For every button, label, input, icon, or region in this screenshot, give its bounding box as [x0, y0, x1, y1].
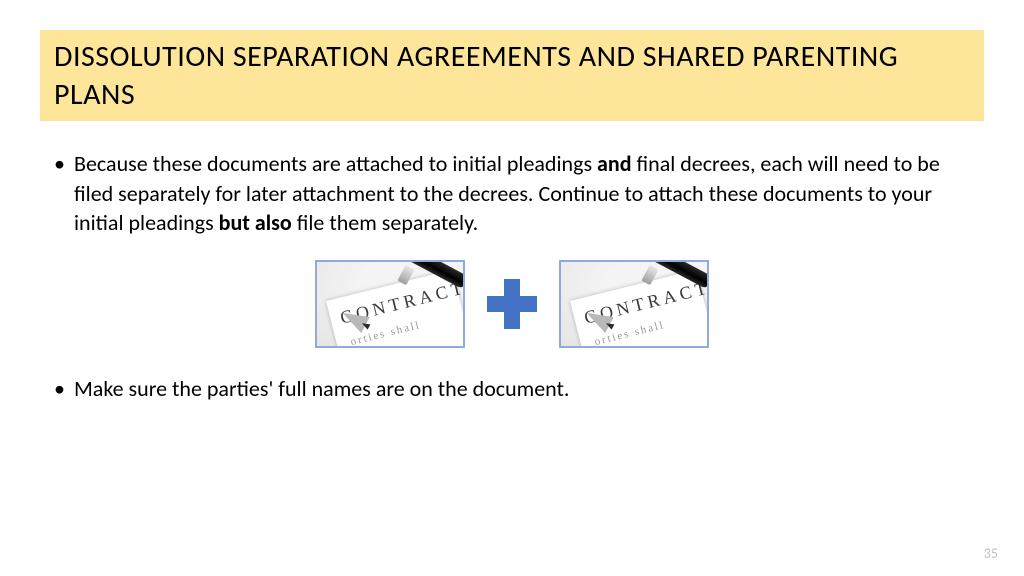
- plus-v: [504, 279, 520, 329]
- slide-body: Because these documents are attached to …: [40, 121, 984, 404]
- text-segment: and: [597, 150, 631, 177]
- text-segment: but also: [219, 209, 292, 236]
- bullet-list: Because these documents are attached to …: [48, 149, 976, 238]
- text-segment: file them separately.: [292, 209, 478, 236]
- bullet-item: Make sure the parties' full names are on…: [48, 374, 976, 404]
- plus-icon: [487, 279, 537, 329]
- contract-image-left: CONTRACT orties shall: [315, 260, 465, 348]
- bullet-list-2: Make sure the parties' full names are on…: [48, 374, 976, 404]
- page-number: 35: [984, 545, 998, 562]
- slide: DISSOLUTION SEPARATION AGREEMENTS AND SH…: [0, 0, 1024, 576]
- contract-image-right: CONTRACT orties shall: [559, 260, 709, 348]
- image-row: CONTRACT orties shall CONTRACT orties sh…: [48, 260, 976, 348]
- slide-title: DISSOLUTION SEPARATION AGREEMENTS AND SH…: [54, 38, 970, 113]
- bullet-item: Because these documents are attached to …: [48, 149, 976, 238]
- text-segment: Make sure the parties' full names are on…: [74, 375, 569, 402]
- text-segment: Because these documents are attached to …: [74, 150, 597, 177]
- title-bar: DISSOLUTION SEPARATION AGREEMENTS AND SH…: [40, 30, 984, 121]
